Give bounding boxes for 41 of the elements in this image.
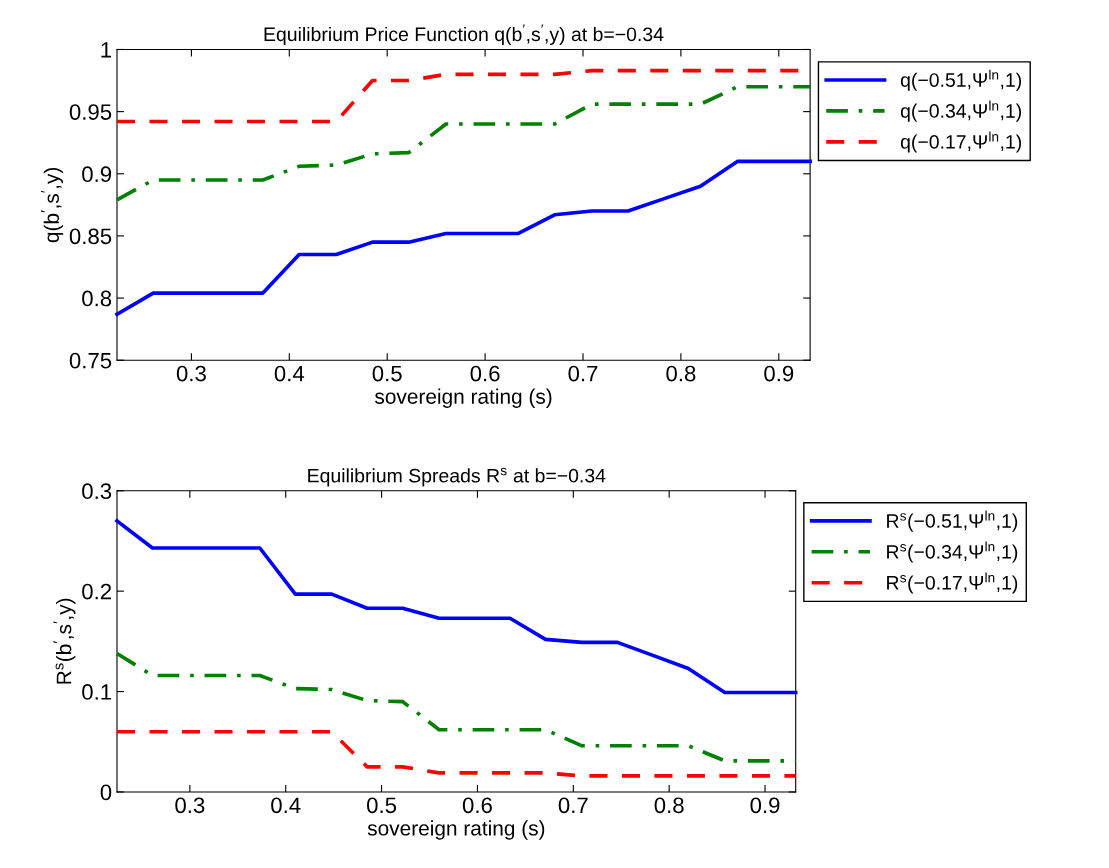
x-tick-label: 0.8 [666, 365, 696, 382]
x-tick-label: 0.7 [558, 797, 588, 814]
y-tick-label: 1 [101, 42, 112, 58]
x-tick-label: 0.8 [654, 797, 684, 814]
chart-title: Equilibrium Price Function q(b$^{′}$,s$^{′}$,y) at b=−0.34 [264, 24, 664, 46]
y-axis-title: q(b$^{′}$,s$^{′}$,y) [41, 167, 64, 243]
line-series [115, 729, 798, 778]
legend-label: R$^{s}$(−0.17,Ψ$^{ln}$,1) [887, 572, 1018, 594]
x-tick-label: 0.4 [271, 797, 301, 814]
y-axis-title: R$^{s}$(b$^{′}$,s$^{′}$,y) [53, 598, 76, 684]
y-tick-label: 0.2 [82, 583, 112, 600]
x-tick-label: 0.3 [176, 365, 206, 382]
y-tick-label: 0.95 [69, 104, 112, 120]
chart-title: Equilibrium Spreads R$^{s}$ at b=−0.34 [308, 467, 606, 487]
line-series [115, 84, 812, 202]
y-tick-label: 0.3 [82, 483, 112, 500]
legend-label: q(−0.34,Ψ$^{ln}$,1) [900, 100, 1022, 122]
x-tick-label: 0.5 [367, 797, 397, 814]
y-tick-label: 0.1 [82, 684, 112, 700]
x-axis-title: sovereign rating (s) [374, 388, 552, 408]
legend-label: R$^{s}$(−0.34,Ψ$^{ln}$,1) [887, 541, 1018, 563]
x-tick-label: 0.9 [764, 365, 794, 382]
x-tick-label: 0.3 [175, 797, 205, 814]
y-tick-label: 0.75 [69, 352, 112, 369]
line-series [115, 159, 812, 317]
x-tick-label: 0.9 [750, 797, 780, 814]
y-tick-label: 0.8 [82, 290, 112, 307]
x-tick-label: 0.4 [274, 365, 305, 382]
x-tick-label: 0.7 [568, 365, 598, 382]
y-tick-label: 0.9 [82, 166, 112, 183]
legend-label: q(−0.51,Ψ$^{ln}$,1) [900, 69, 1022, 91]
x-tick-label: 0.6 [470, 365, 500, 382]
x-tick-label: 0.6 [462, 797, 492, 814]
y-tick-label: 0 [100, 784, 112, 801]
x-axis-title: sovereign rating (s) [367, 820, 545, 840]
legend-label: R$^{s}$(−0.51,Ψ$^{ln}$,1) [887, 510, 1018, 532]
y-tick-label: 0.85 [69, 228, 112, 245]
x-tick-label: 0.5 [372, 365, 402, 382]
line-series [115, 519, 798, 695]
line-series [115, 651, 798, 763]
legend-label: q(−0.17,Ψ$^{ln}$,1) [900, 131, 1022, 153]
